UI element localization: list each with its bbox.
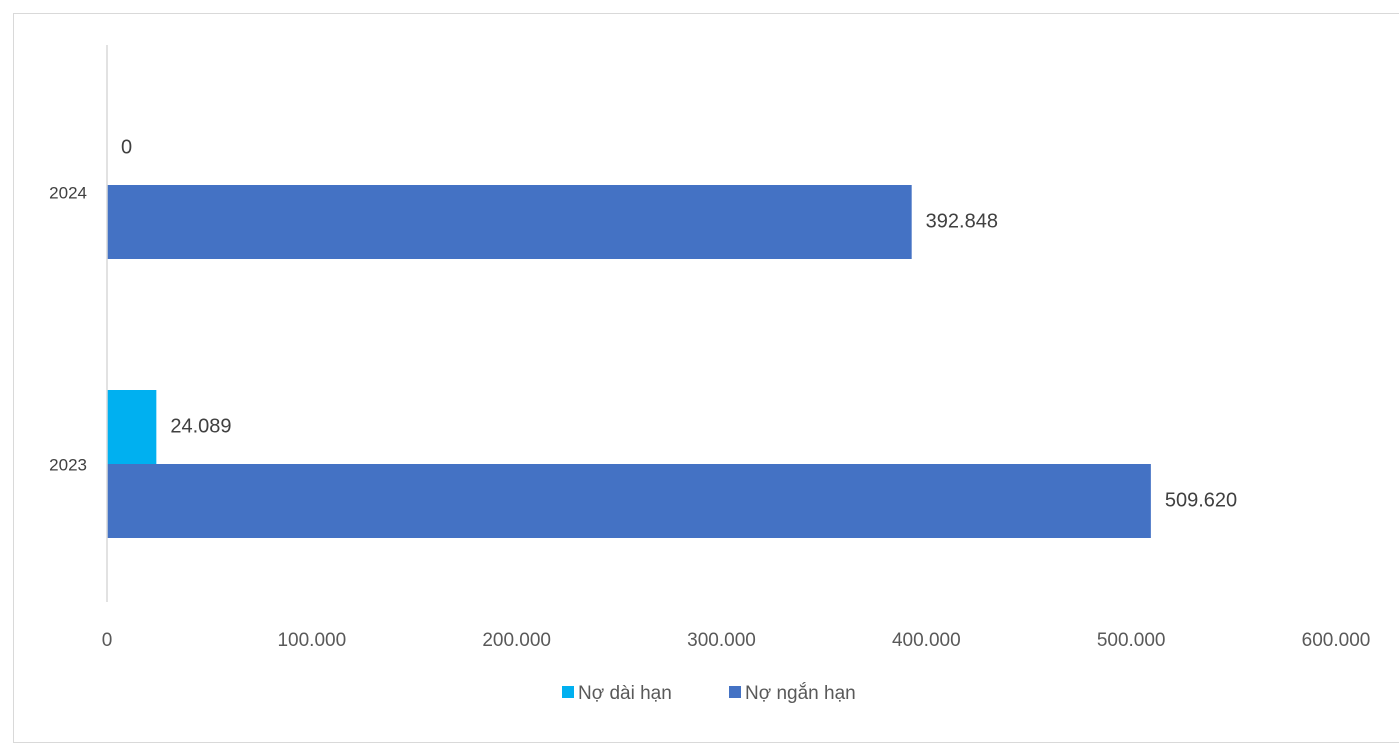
legend-swatch-long-term — [562, 686, 574, 698]
bar-short-term-2024 — [107, 185, 912, 259]
category-label-2024: 2024 — [49, 183, 87, 202]
legend-label-long-term: Nợ dài hạn — [578, 683, 672, 704]
bars — [107, 185, 1151, 538]
bar-long-term-2023 — [107, 390, 157, 464]
category-labels: 2024 2023 — [49, 183, 87, 474]
legend-label-short-term: Nợ ngắn hạn — [745, 682, 856, 704]
data-label-short-term-2023: 509.620 — [1165, 489, 1237, 511]
data-labels: 0 24.089 392.848 509.620 — [121, 136, 1237, 511]
x-tick-label: 100.000 — [277, 630, 346, 651]
chart-frame — [13, 13, 1399, 743]
x-tick-label: 600.000 — [1302, 630, 1371, 651]
bar-chart: 2024 2023 0 24.089 392.848 509.620 0 100.00… — [49, 45, 1371, 704]
legend: Nợ dài hạn Nợ ngắn hạn — [562, 682, 856, 704]
data-label-long-term-2024: 0 — [121, 136, 132, 158]
x-tick-label: 500.000 — [1097, 630, 1166, 651]
x-tick-label: 300.000 — [687, 630, 756, 651]
bar-short-term-2023 — [107, 464, 1151, 538]
x-tick-label: 400.000 — [892, 630, 961, 651]
data-label-long-term-2023: 24.089 — [170, 415, 231, 437]
data-label-short-term-2024: 392.848 — [926, 210, 998, 232]
x-tick-label: 0 — [102, 630, 113, 651]
category-label-2023: 2023 — [49, 455, 87, 474]
x-axis-tick-labels: 0 100.000 200.000 300.000 400.000 500.00… — [102, 630, 1371, 651]
legend-swatch-short-term — [729, 686, 741, 698]
x-tick-label: 200.000 — [482, 630, 551, 651]
